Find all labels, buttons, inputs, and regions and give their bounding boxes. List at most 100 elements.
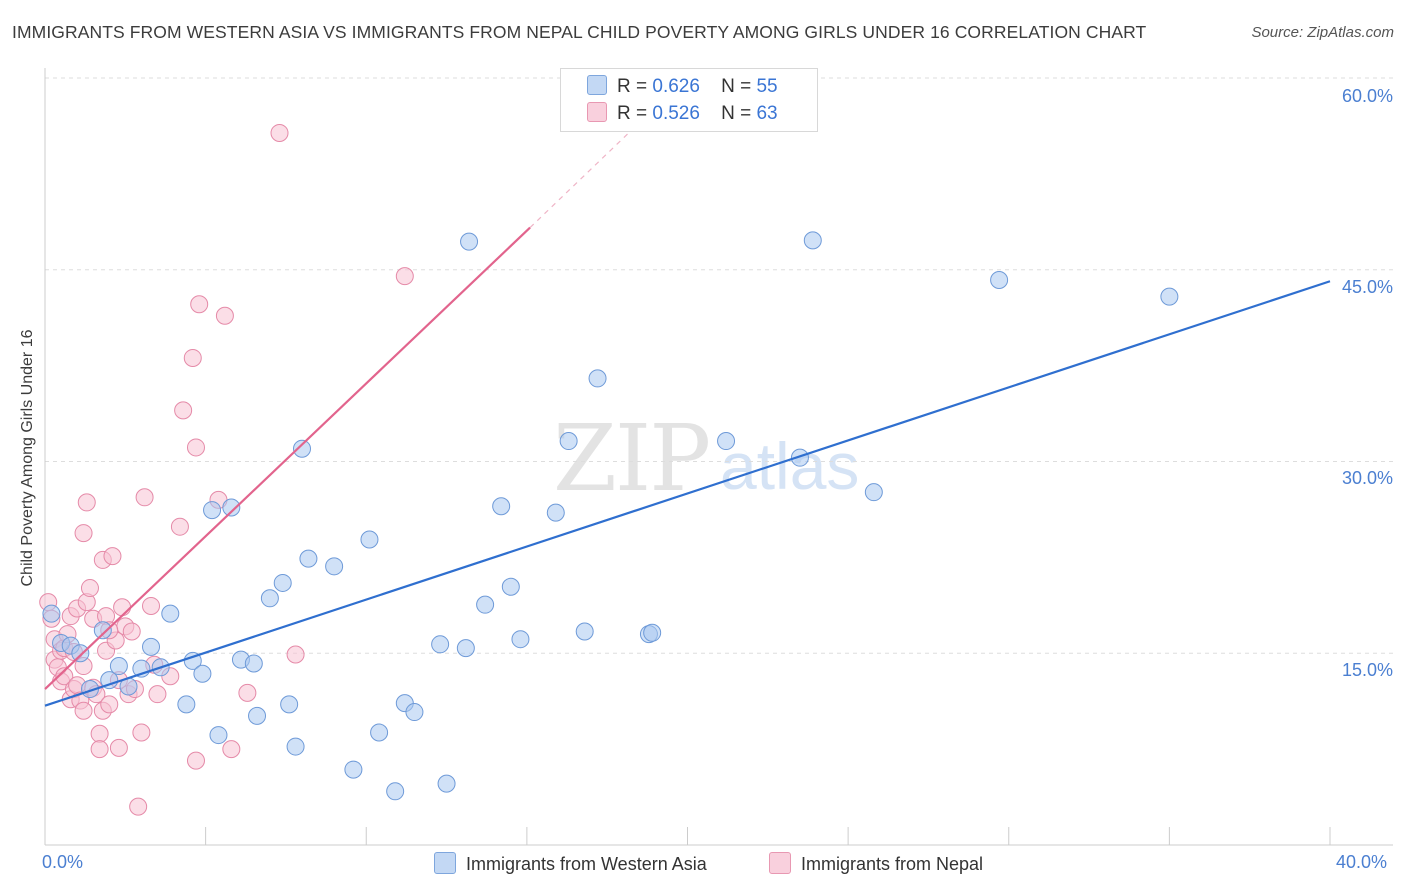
western-asia-point — [93, 621, 112, 640]
nepal-trendline — [44, 226, 531, 690]
western-asia-point — [456, 639, 475, 658]
legend-n-label: N = — [721, 76, 752, 97]
western-asia-point — [280, 695, 299, 714]
western-asia-point — [990, 270, 1009, 289]
western-asia-point — [293, 439, 311, 458]
nepal-point — [215, 306, 234, 325]
nepal-point — [80, 579, 99, 598]
western-asia-point — [244, 654, 263, 673]
western-asia-point — [501, 577, 520, 596]
nepal-point — [186, 438, 205, 457]
nepal-point — [270, 123, 289, 142]
western-asia-trendline — [44, 280, 1331, 707]
nepal-point — [74, 524, 93, 543]
legend-r-label: R = — [617, 76, 648, 97]
western-asia-point — [476, 595, 495, 614]
blue-legend-icon — [434, 852, 456, 874]
western-asia-point — [643, 623, 662, 642]
western-asia-point — [360, 530, 379, 549]
bottom-legend-blue-label: Immigrants from Western Asia — [466, 854, 707, 874]
bottom-legend-pink-label: Immigrants from Nepal — [801, 854, 984, 874]
western-asia-point — [370, 723, 389, 742]
western-asia-point — [386, 782, 405, 801]
western-asia-point — [273, 573, 292, 592]
nepal-point — [135, 488, 154, 507]
y-tick-45: 45.0% — [1341, 277, 1393, 297]
nepal-point — [74, 701, 93, 720]
nepal-trendline-extension — [529, 122, 640, 228]
western-asia-point — [193, 664, 212, 683]
western-asia-point — [864, 483, 883, 502]
y-tick-15: 15.0% — [1341, 660, 1393, 680]
western-asia-point — [803, 231, 822, 250]
legend-blue-r: 0.626 — [652, 76, 700, 97]
legend-row-blue: R = 0.626 N = 55 — [587, 75, 778, 101]
western-asia-point — [299, 549, 318, 568]
nepal-point — [395, 267, 414, 286]
western-asia-point — [109, 657, 128, 676]
western-asia-point — [1160, 287, 1179, 306]
western-asia-point — [575, 622, 594, 641]
western-asia-point — [209, 726, 228, 745]
nepal-point — [142, 596, 161, 615]
western-asia-point — [183, 651, 202, 670]
western-asia-point — [325, 557, 344, 576]
western-asia-point — [511, 630, 530, 649]
western-asia-point — [431, 635, 450, 654]
nepal-point — [129, 797, 148, 816]
western-asia-point — [405, 703, 424, 722]
nepal-point — [170, 517, 189, 536]
pink-swatch-icon — [587, 102, 607, 122]
western-asia-point — [437, 774, 456, 793]
y-axis-label: Child Poverty Among Girls Under 16 — [19, 329, 36, 587]
x-tick-min: 0.0% — [42, 852, 84, 872]
chart-title: IMMIGRANTS FROM WESTERN ASIA VS IMMIGRAN… — [12, 22, 1147, 42]
western-asia-point — [260, 589, 279, 608]
legend-pink-r: 0.526 — [652, 103, 700, 124]
nepal-point — [113, 598, 132, 617]
bottom-legend-blue: Immigrants from Western Asia — [434, 852, 707, 875]
western-asia-point — [286, 737, 305, 756]
legend-r-label: R = — [617, 103, 648, 124]
nepal-point — [222, 740, 241, 759]
nepal-point — [55, 667, 74, 686]
blue-swatch-icon — [587, 75, 607, 95]
bottom-legend-pink: Immigrants from Nepal — [769, 852, 983, 875]
western-asia-point — [71, 644, 90, 663]
western-asia-point — [203, 501, 222, 520]
nepal-point — [122, 622, 141, 641]
nepal-point — [174, 401, 193, 420]
western-asia-point — [460, 232, 479, 251]
western-asia-point — [142, 637, 161, 656]
nepal-point — [190, 295, 209, 314]
western-asia-point — [790, 448, 809, 467]
western-asia-point — [588, 369, 607, 388]
western-asia-point — [161, 604, 180, 623]
nepal-point — [148, 685, 167, 704]
nepal-point — [183, 348, 202, 367]
western-asia-point — [248, 706, 267, 725]
legend-n-label: N = — [721, 103, 752, 124]
nepal-point — [238, 683, 257, 702]
western-asia-point — [177, 695, 196, 714]
nepal-point — [286, 645, 305, 664]
western-asia-point — [717, 432, 736, 451]
western-asia-point — [546, 503, 565, 522]
nepal-point — [186, 751, 205, 770]
nepal-point — [100, 695, 119, 714]
western-asia-point — [344, 760, 363, 779]
nepal-point — [90, 740, 109, 759]
legend-row-pink: R = 0.526 N = 63 — [587, 102, 778, 128]
pink-legend-icon — [769, 852, 791, 874]
nepal-point — [90, 724, 109, 743]
x-tick-max: 40.0% — [1336, 852, 1388, 872]
western-asia-point — [559, 432, 578, 451]
nepal-point — [109, 738, 128, 757]
y-tick-60: 60.0% — [1341, 86, 1393, 106]
nepal-point — [103, 547, 122, 566]
western-asia-point — [42, 604, 61, 623]
nepal-point — [132, 723, 151, 742]
western-asia-point — [100, 671, 119, 690]
y-tick-30: 30.0% — [1341, 468, 1393, 488]
